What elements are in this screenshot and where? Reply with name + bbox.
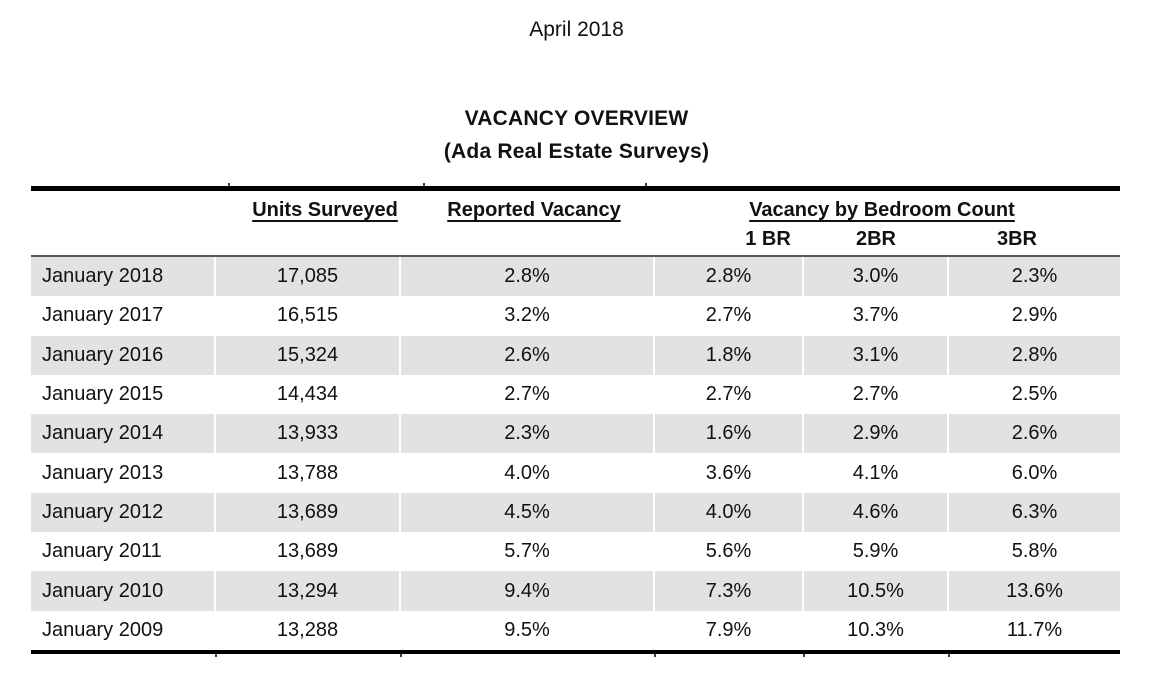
col-header-bedroom-group: Vacancy by Bedroom Count [749, 199, 1015, 221]
col-header-3br: 3BR [996, 228, 1038, 250]
vacancy-1br-cell: 2.7% [705, 304, 752, 327]
reported-vacancy-cell: 2.7% [504, 383, 550, 406]
vacancy-3br-cell: 2.8% [949, 335, 1120, 375]
table-row: January 2011 13,689 5.7% 5.6% 5.9% 5.8% [31, 532, 1120, 571]
period-cell: January 2014 [31, 414, 214, 454]
period-cell: January 2015 [42, 383, 164, 406]
vacancy-1br-cell: 1.8% [655, 335, 802, 375]
table-row: January 2017 16,515 3.2% 2.7% 3.7% 2.9% [31, 296, 1120, 335]
vacancy-3br-cell: 2.5% [1011, 383, 1058, 406]
reported-vacancy-cell: 4.0% [504, 461, 550, 484]
period-cell: January 2010 [31, 571, 214, 611]
doc-subtitle: (Ada Real Estate Surveys) [443, 140, 710, 163]
vacancy-1br-cell: 3.6% [705, 461, 752, 484]
units-cell: 13,288 [276, 618, 339, 641]
vacancy-2br-cell: 3.1% [804, 335, 947, 375]
reported-vacancy-cell: 2.8% [401, 257, 653, 297]
vacancy-1br-cell: 5.6% [705, 540, 752, 563]
units-cell: 13,933 [216, 414, 399, 454]
table-header: Units Surveyed Reported Vacancy Vacancy … [31, 191, 1120, 255]
vacancy-3br-cell: 2.6% [949, 414, 1120, 454]
units-cell: 16,515 [276, 304, 339, 327]
reported-vacancy-cell: 2.6% [401, 335, 653, 375]
report-date: April 2018 [529, 18, 624, 41]
vacancy-1br-cell: 7.9% [705, 618, 752, 641]
units-cell: 14,434 [276, 383, 339, 406]
vacancy-2br-cell: 5.9% [852, 540, 899, 563]
vacancy-3br-cell: 2.3% [949, 257, 1120, 297]
units-cell: 15,324 [216, 335, 399, 375]
reported-vacancy-cell: 2.3% [401, 414, 653, 454]
vacancy-1br-cell: 4.0% [655, 492, 802, 533]
period-cell: January 2017 [42, 304, 164, 327]
vacancy-3br-cell: 2.9% [1011, 304, 1058, 327]
column-tick [215, 653, 217, 657]
col-header-2br: 2BR [855, 228, 897, 250]
units-cell: 13,788 [276, 461, 339, 484]
report-heading: VACANCY OVERVIEW (Ada Real Estate Survey… [0, 102, 1153, 168]
reported-vacancy-cell: 9.5% [504, 618, 550, 641]
table-row: January 2015 14,434 2.7% 2.7% 2.7% 2.5% [31, 375, 1120, 414]
column-tick [645, 183, 647, 186]
vacancy-2br-cell: 10.5% [804, 571, 947, 611]
reported-vacancy-cell: 5.7% [504, 540, 550, 563]
period-cell: January 2011 [42, 540, 162, 563]
column-tick [228, 183, 230, 186]
col-header-units-surveyed: Units Surveyed [252, 199, 398, 221]
period-cell: January 2013 [42, 461, 164, 484]
vacancy-1br-cell: 2.8% [655, 257, 802, 297]
reported-vacancy-cell: 3.2% [504, 304, 550, 327]
period-cell: January 2016 [31, 335, 214, 375]
header-divider-rule [31, 255, 1120, 257]
vacancy-2br-cell: 2.9% [804, 414, 947, 454]
reported-vacancy-cell: 9.4% [401, 571, 653, 611]
table-row: January 2018 17,085 2.8% 2.8% 3.0% 2.3% [31, 257, 1120, 297]
units-cell: 13,689 [276, 540, 339, 563]
doc-title: VACANCY OVERVIEW [464, 107, 689, 130]
units-cell: 13,689 [216, 492, 399, 533]
column-tick [948, 653, 950, 657]
units-cell: 13,294 [216, 571, 399, 611]
table-row: January 2016 15,324 2.6% 1.8% 3.1% 2.8% [31, 335, 1120, 375]
table-row: January 2013 13,788 4.0% 3.6% 4.1% 6.0% [31, 453, 1120, 492]
vacancy-1br-cell: 2.7% [705, 383, 752, 406]
vacancy-2br-cell: 4.1% [852, 461, 899, 484]
column-tick [803, 653, 805, 657]
reported-vacancy-cell: 4.5% [401, 492, 653, 533]
vacancy-3br-cell: 11.7% [1006, 618, 1063, 641]
vacancy-2br-cell: 3.7% [852, 304, 899, 327]
vacancy-2br-cell: 10.3% [847, 618, 904, 641]
vacancy-3br-cell: 13.6% [949, 571, 1120, 611]
table-row: January 2012 13,689 4.5% 4.0% 4.6% 6.3% [31, 492, 1120, 533]
vacancy-2br-cell: 2.7% [852, 383, 899, 406]
column-tick [654, 653, 656, 657]
table-row: January 2014 13,933 2.3% 1.6% 2.9% 2.6% [31, 414, 1120, 454]
table-bottom-rule [31, 649, 1120, 657]
vacancy-3br-cell: 5.8% [1011, 540, 1058, 563]
vacancy-1br-cell: 7.3% [655, 571, 802, 611]
vacancy-2br-cell: 4.6% [804, 492, 947, 533]
column-tick [400, 653, 402, 657]
col-header-1br: 1 BR [745, 228, 791, 250]
column-tick [423, 183, 425, 186]
table-body: January 2018 17,085 2.8% 2.8% 3.0% 2.3% … [31, 257, 1120, 650]
col-header-reported-vacancy: Reported Vacancy [447, 199, 621, 221]
vacancy-1br-cell: 1.6% [655, 414, 802, 454]
vacancy-2br-cell: 3.0% [804, 257, 947, 297]
vacancy-3br-cell: 6.3% [949, 492, 1120, 533]
table-row: January 2010 13,294 9.4% 7.3% 10.5% 13.6… [31, 571, 1120, 611]
table-row: January 2009 13,288 9.5% 7.9% 10.3% 11.7… [31, 611, 1120, 650]
period-cell: January 2018 [31, 257, 214, 297]
period-cell: January 2012 [31, 492, 214, 533]
table-top-rule [31, 183, 1120, 191]
period-cell: January 2009 [42, 618, 164, 641]
units-cell: 17,085 [216, 257, 399, 297]
vacancy-3br-cell: 6.0% [1011, 461, 1058, 484]
vacancy-table: Units Surveyed Reported Vacancy Vacancy … [31, 183, 1120, 657]
